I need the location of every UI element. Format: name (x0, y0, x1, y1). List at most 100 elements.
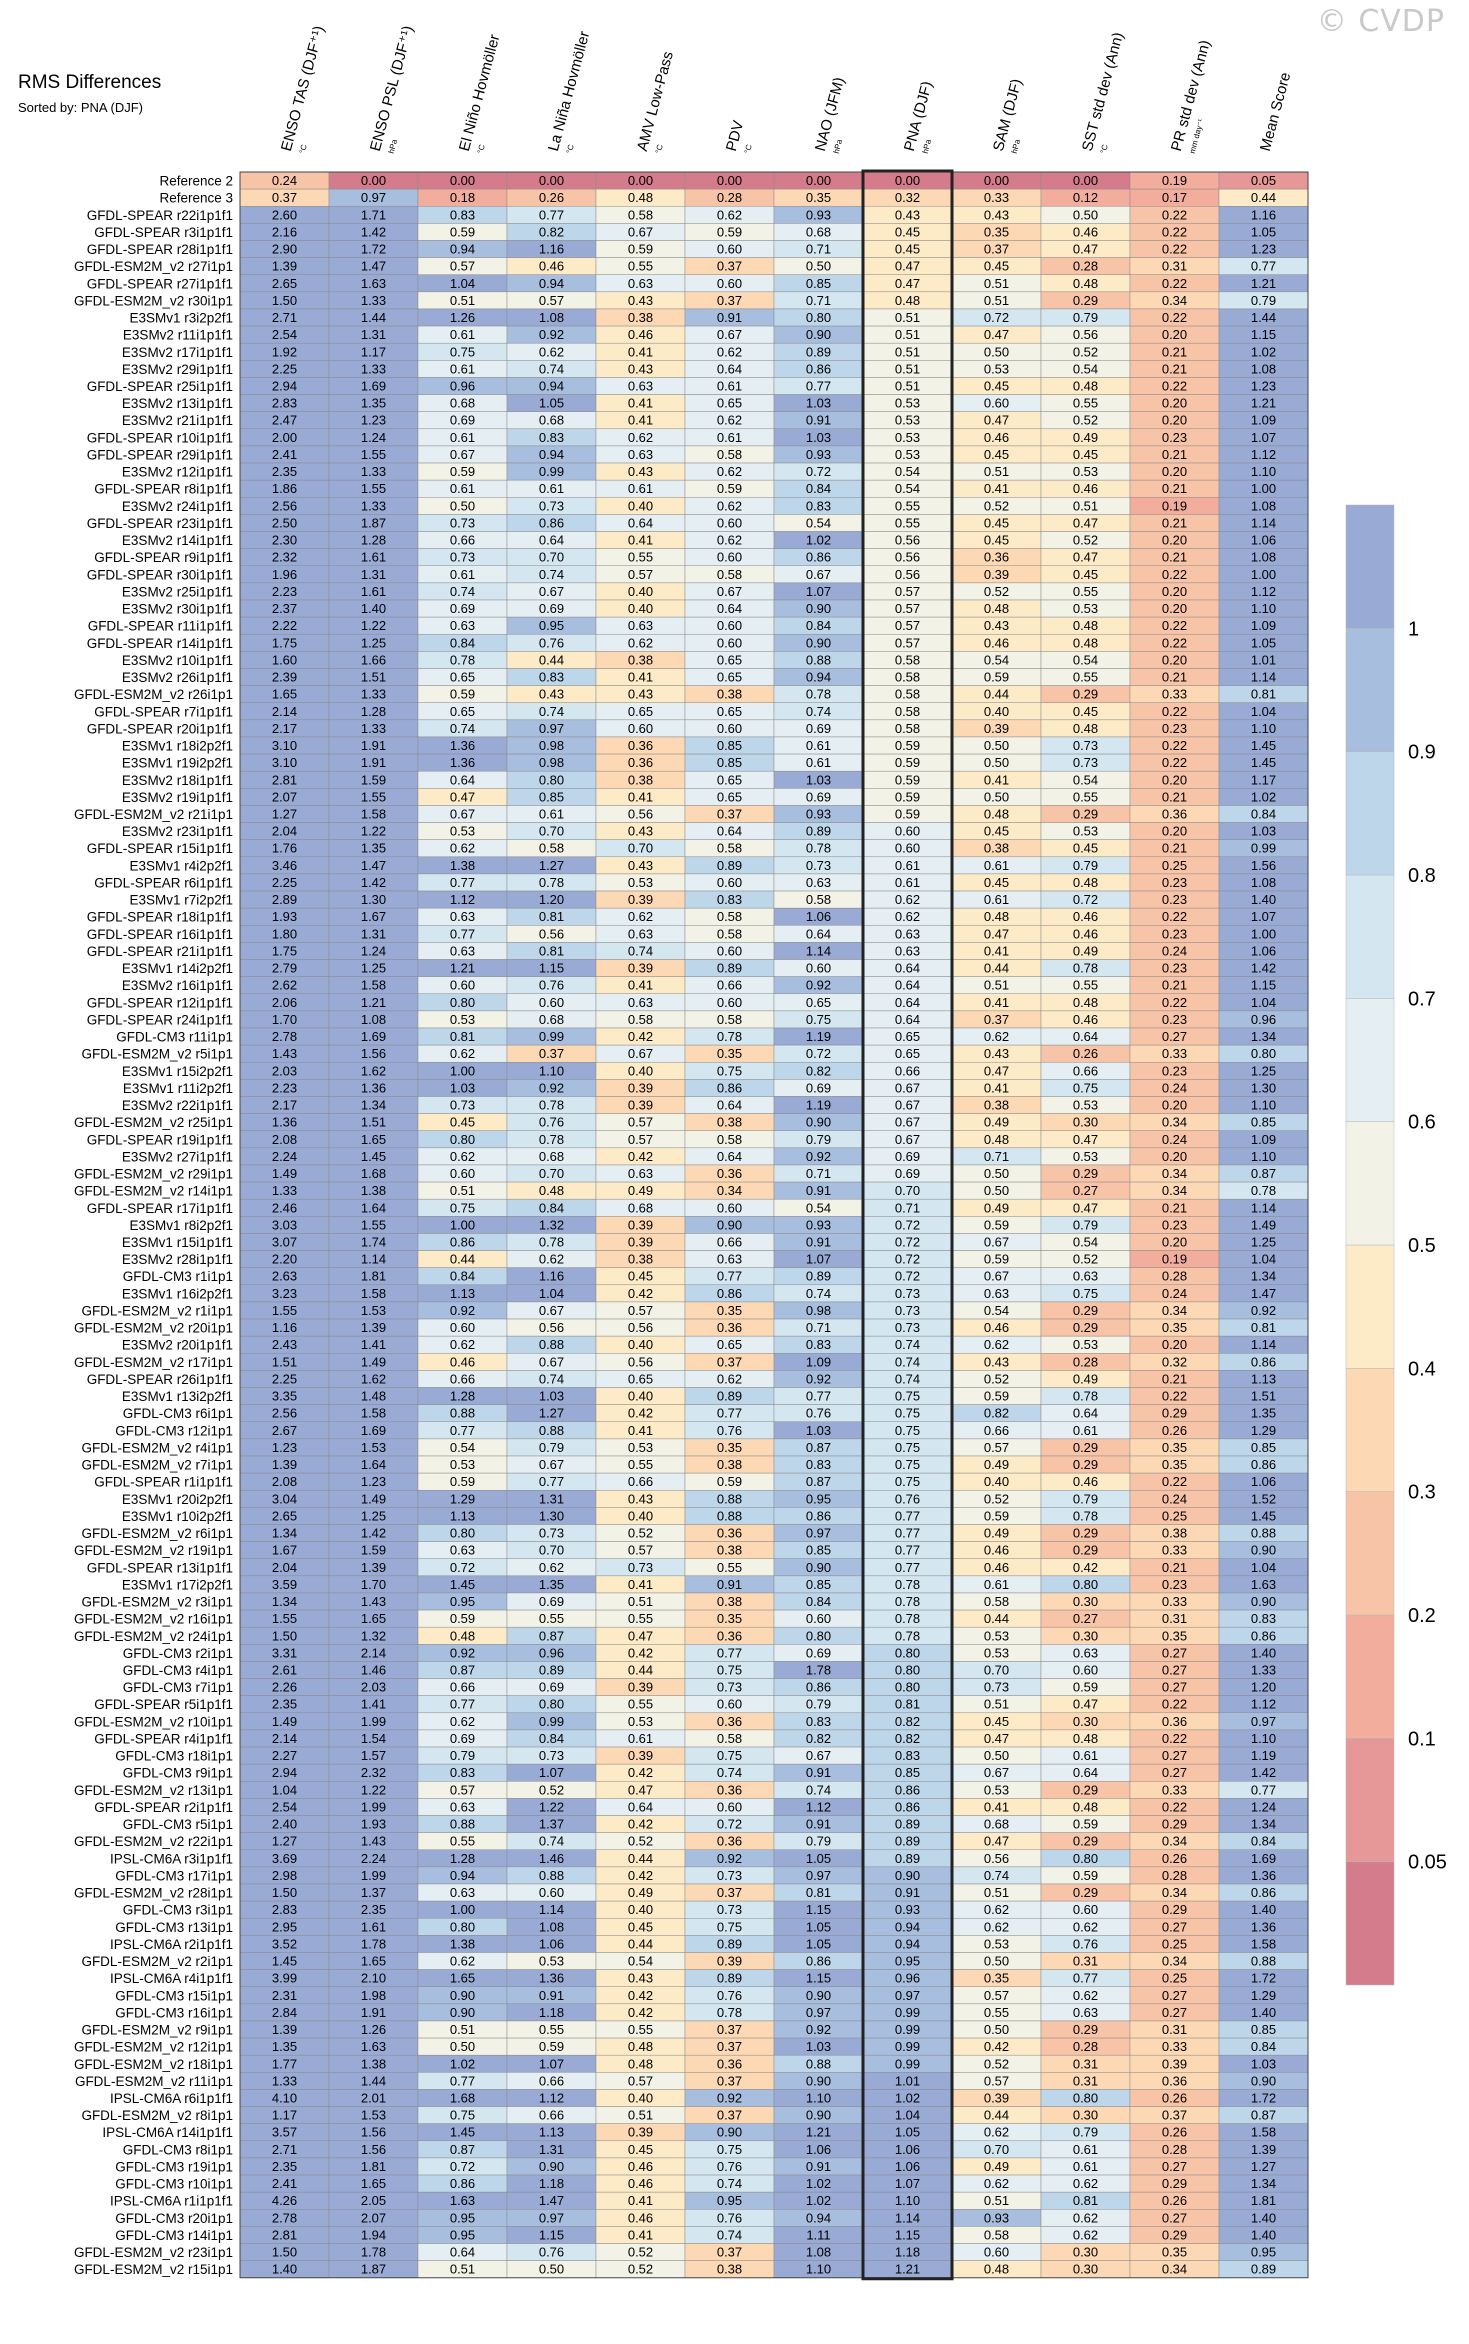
cell-value: 0.35 (1162, 1457, 1187, 1472)
cell-value: 1.03 (806, 2039, 831, 2054)
cell-value: 0.54 (984, 652, 1009, 667)
cell-value: 0.59 (450, 1611, 475, 1626)
cell-value: 0.75 (717, 1748, 742, 1763)
cell-value: 2.08 (272, 1132, 297, 1147)
cell-value: 0.55 (628, 1697, 653, 1712)
cell-value: 2.03 (272, 1063, 297, 1078)
cell-value: 0.47 (1073, 550, 1098, 565)
cell-value: 1.77 (272, 2056, 297, 2071)
cell-value: 1.80 (272, 926, 297, 941)
cell-value: 0.53 (984, 1628, 1009, 1643)
cell-value: 0.22 (1162, 1697, 1187, 1712)
cell-value: 0.67 (450, 807, 475, 822)
cell-value: 0.26 (1073, 1046, 1098, 1061)
cell-value: 0.27 (1162, 2210, 1187, 2225)
cell-value: 0.21 (1162, 515, 1187, 530)
cell-value: 0.88 (717, 1491, 742, 1506)
cell-value: 0.62 (628, 430, 653, 445)
cell-value: 1.99 (361, 1868, 386, 1883)
cell-value: 0.33 (1162, 1782, 1187, 1797)
cell-value: 0.50 (984, 2022, 1009, 2037)
cell-value: 0.83 (539, 430, 564, 445)
cell-value: 1.27 (1251, 2159, 1276, 2174)
cell-value: 0.22 (1162, 310, 1187, 325)
cell-value: 0.43 (628, 858, 653, 873)
cell-value: 0.65 (717, 789, 742, 804)
cell-value: 0.70 (984, 1663, 1009, 1678)
cell-value: 0.59 (539, 2039, 564, 2054)
cell-value: 0.41 (628, 1423, 653, 1438)
cell-value: 1.36 (1251, 1919, 1276, 1934)
cell-value: 1.45 (361, 1149, 386, 1164)
row-label: GFDL-SPEAR r27i1p1f1 (87, 276, 233, 291)
cell-value: 0.78 (539, 875, 564, 890)
cell-value: 1.02 (450, 2056, 475, 2071)
cell-value: 0.44 (628, 1663, 653, 1678)
cell-value: 0.43 (984, 207, 1009, 222)
cell-value: 0.56 (628, 807, 653, 822)
cell-value: 1.27 (539, 858, 564, 873)
cell-value: 0.59 (895, 738, 920, 753)
cell-value: 0.34 (1162, 1183, 1187, 1198)
cell-value: 0.48 (1073, 379, 1098, 394)
cell-value: 0.79 (1073, 310, 1098, 325)
row-label: GFDL-ESM2M_v2 r4i1p1 (81, 1440, 233, 1455)
cell-value: 0.54 (1073, 772, 1098, 787)
cell-value: 2.71 (272, 2142, 297, 2157)
cell-value: 0.21 (1162, 550, 1187, 565)
cell-value: 0.30 (1073, 1628, 1098, 1643)
cell-value: 0.23 (1162, 721, 1187, 736)
cell-value: 1.06 (806, 909, 831, 924)
cell-value: 0.46 (628, 2159, 653, 2174)
cell-value: 0.97 (806, 2005, 831, 2020)
cell-value: 0.73 (628, 1560, 653, 1575)
cell-value: 0.63 (628, 276, 653, 291)
cell-value: 0.59 (450, 464, 475, 479)
cell-value: 0.48 (984, 909, 1009, 924)
cell-value: 0.24 (1162, 1286, 1187, 1301)
cell-value: 1.01 (1251, 652, 1276, 667)
cell-value: 0.43 (895, 207, 920, 222)
cell-value: 0.82 (806, 1731, 831, 1746)
cell-value: 0.84 (450, 1269, 475, 1284)
cell-value: 0.52 (628, 1526, 653, 1541)
row-label: GFDL-SPEAR r26i1p1f1 (87, 1372, 233, 1387)
cell-value: 1.25 (1251, 1235, 1276, 1250)
row-label: GFDL-CM3 r13i1p1 (115, 1920, 233, 1935)
row-label: GFDL-CM3 r14i1p1 (115, 2228, 233, 2243)
cell-value: 0.48 (1073, 995, 1098, 1010)
cell-value: 1.16 (1251, 207, 1276, 222)
cell-value: 0.91 (895, 1885, 920, 1900)
cell-value: 0.78 (806, 841, 831, 856)
cell-value: 0.92 (539, 327, 564, 342)
cell-value: 0.61 (539, 481, 564, 496)
cell-value: 1.38 (361, 1183, 386, 1198)
cell-value: 0.55 (717, 1560, 742, 1575)
cell-value: 0.86 (806, 1680, 831, 1695)
cell-value: 0.92 (806, 2022, 831, 2037)
cell-value: 1.27 (539, 1406, 564, 1421)
cell-value: 1.40 (1251, 1645, 1276, 1660)
cell-value: 0.79 (1251, 293, 1276, 308)
cell-value: 0.28 (1162, 1269, 1187, 1284)
cell-value: 0.41 (984, 995, 1009, 1010)
cell-value: 0.62 (717, 344, 742, 359)
cell-value: 0.36 (717, 1782, 742, 1797)
cell-value: 1.06 (1251, 1474, 1276, 1489)
cell-value: 0.37 (717, 293, 742, 308)
cell-value: 0.89 (806, 824, 831, 839)
cell-value: 0.92 (717, 2091, 742, 2106)
colorbar-tick-label: 0.3 (1408, 1482, 1436, 1504)
cell-value: 0.84 (1251, 1834, 1276, 1849)
cell-value: 0.38 (717, 1543, 742, 1558)
cell-value: 2.04 (272, 1560, 297, 1575)
cell-value: 0.87 (450, 1663, 475, 1678)
cell-value: 1.21 (450, 961, 475, 976)
cell-value: 0.64 (717, 361, 742, 376)
cell-value: 0.73 (895, 1303, 920, 1318)
cell-value: 0.48 (984, 1132, 1009, 1147)
cell-value: 0.48 (984, 601, 1009, 616)
cell-value: 1.19 (1251, 1748, 1276, 1763)
cell-value: 0.21 (1162, 447, 1187, 462)
